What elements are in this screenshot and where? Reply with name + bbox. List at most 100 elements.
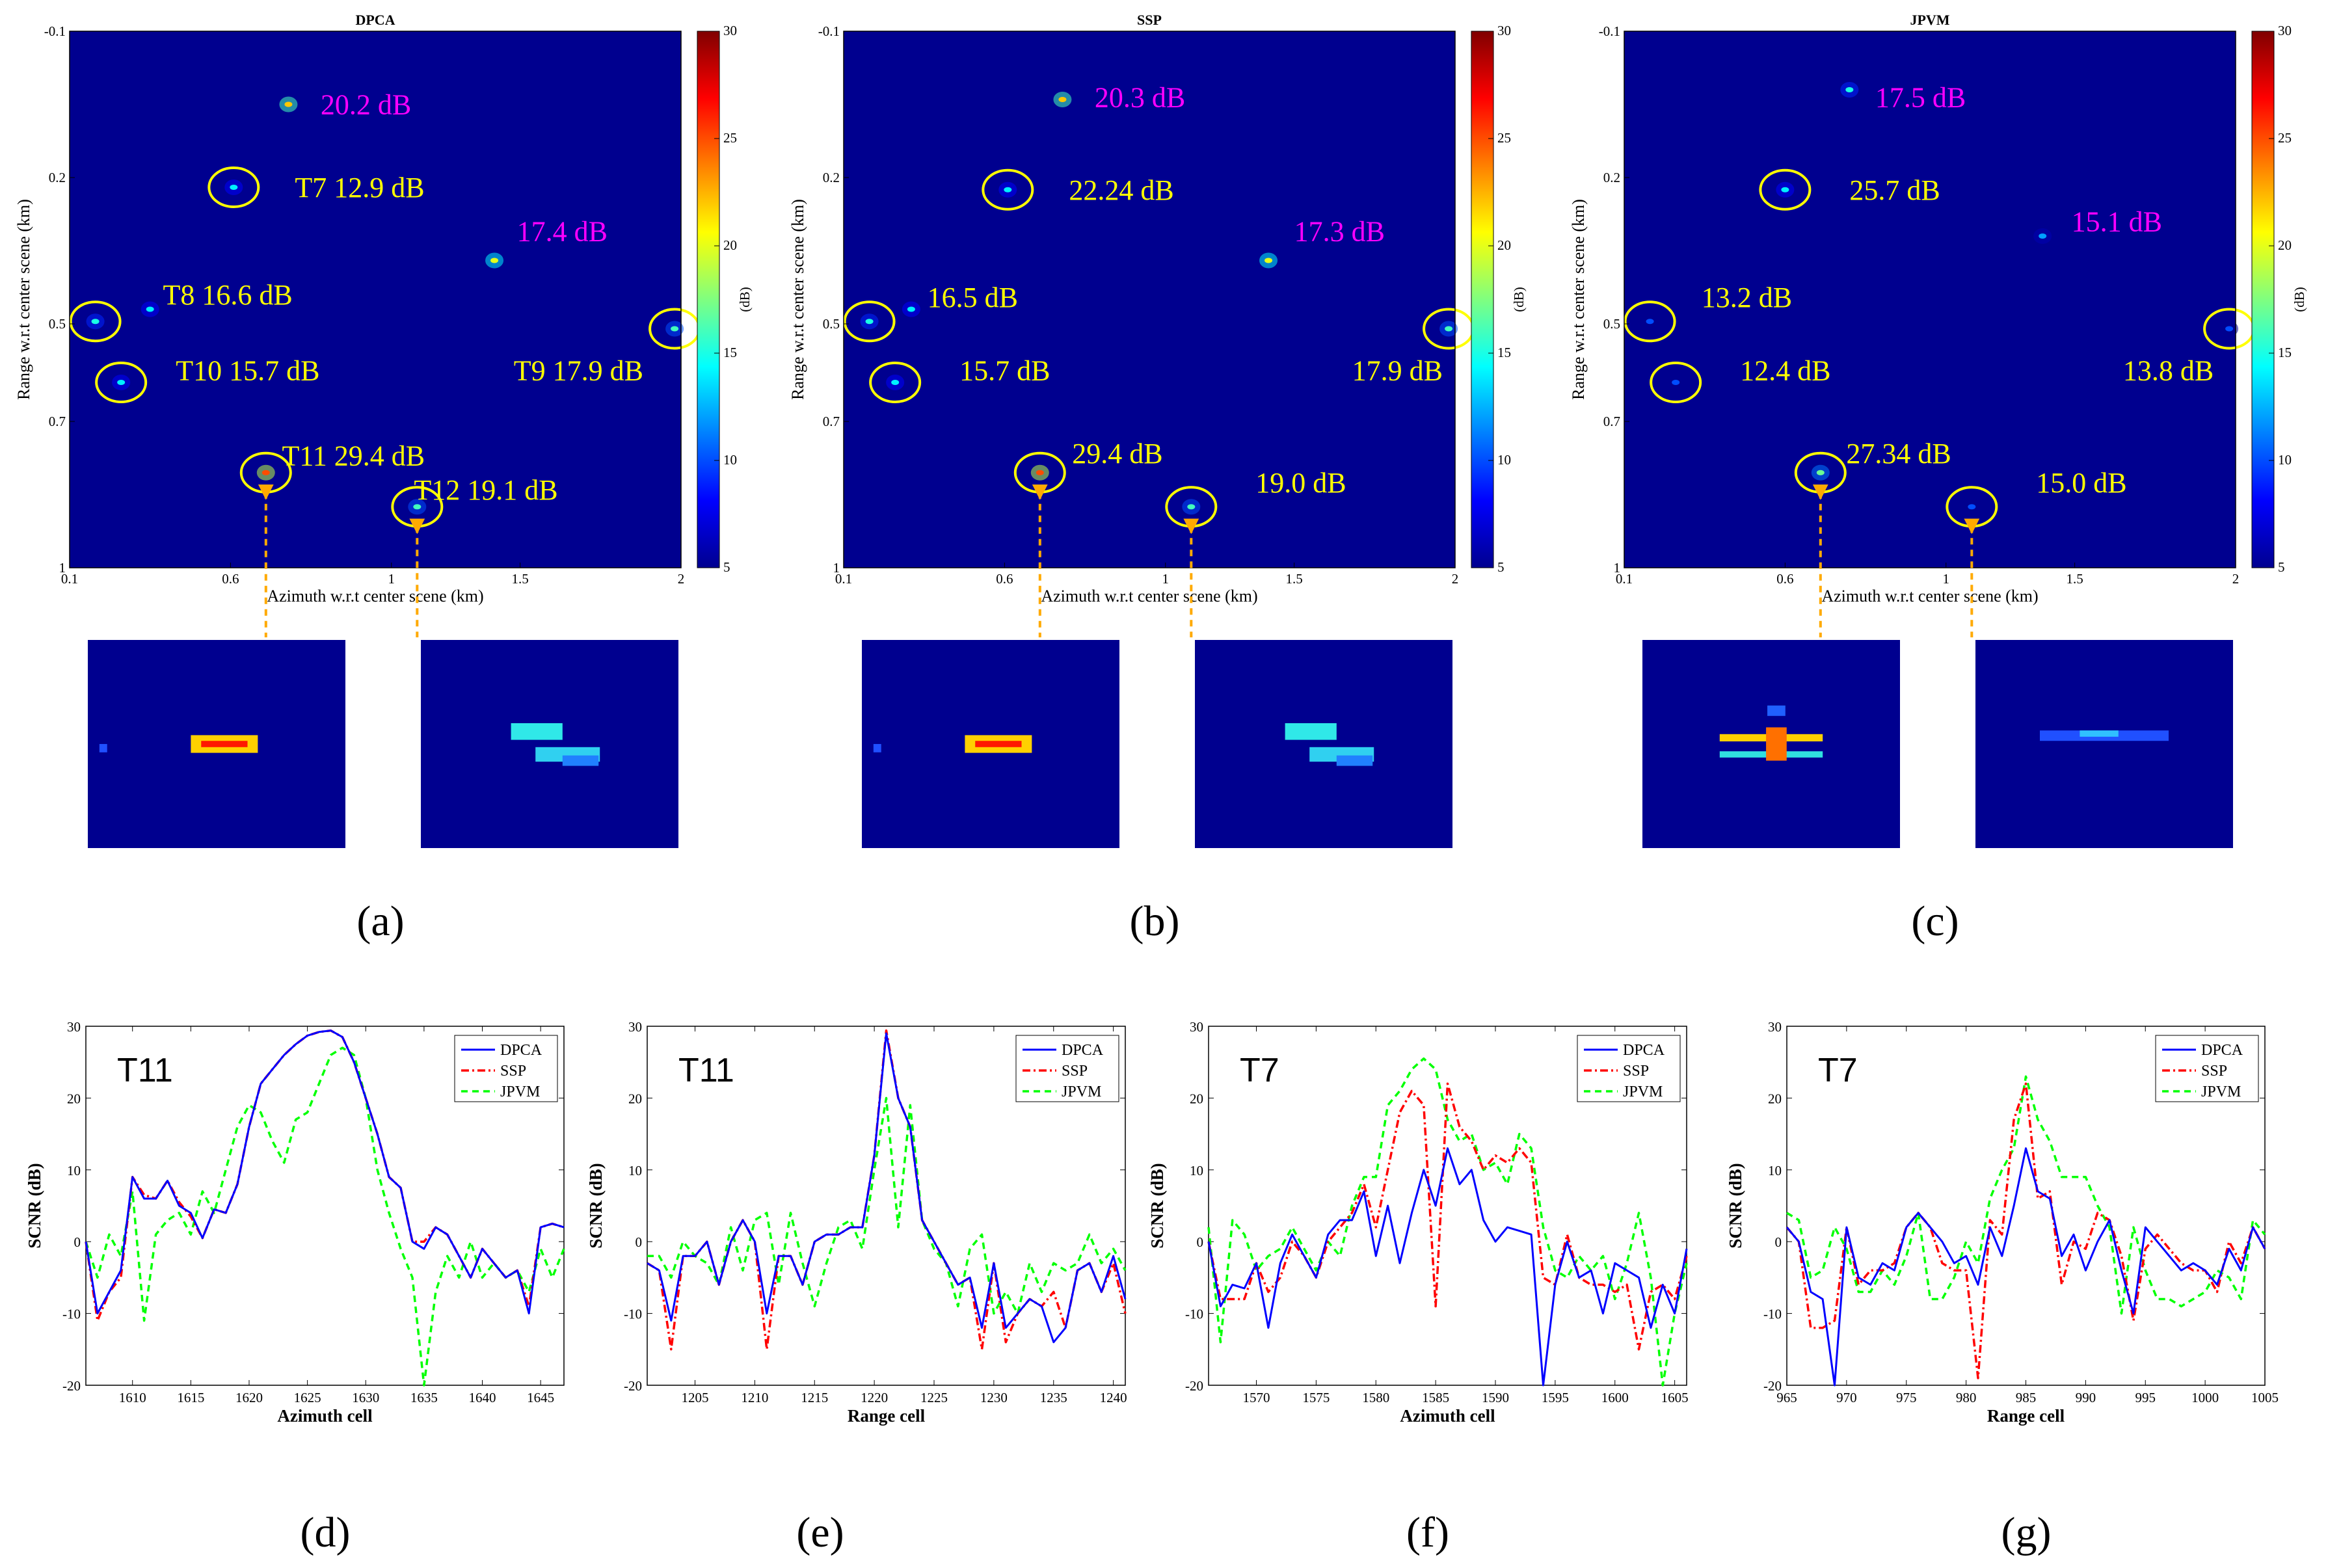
y-tick-label: 20: [67, 1091, 81, 1106]
y-tick-label: -0.1: [1599, 23, 1620, 39]
x-tick-label: 1575: [1302, 1390, 1330, 1405]
colorbar-tick-label: 10: [723, 452, 737, 468]
x-tick-label: 0.6: [1776, 571, 1793, 587]
series-line-jpvm: [1207, 1057, 1688, 1387]
legend: DPCA SSP JPVM: [1015, 1035, 1119, 1102]
colorbar-tick-label: 5: [2278, 559, 2285, 575]
y-tick-label: 20: [628, 1091, 642, 1106]
y-axis-label: SCNR (dB): [25, 1163, 44, 1248]
zoom-target-pixels: [2080, 730, 2119, 737]
y-tick-label: 0: [636, 1234, 643, 1250]
scnr-annotation: 19.0 dB: [1255, 467, 1346, 499]
colorbar-tick-label: 30: [1497, 23, 1511, 38]
x-axis-label: Azimuth cell: [1400, 1406, 1495, 1426]
sar-target-return: [413, 504, 421, 510]
target-marker-circle: [1759, 168, 1812, 211]
colorbar-tick-label: 20: [723, 237, 737, 253]
y-tick-label: 0: [74, 1234, 81, 1250]
colorbar-tick-label: 25: [723, 130, 737, 146]
colorbar-tick-label: 5: [1497, 559, 1505, 575]
x-tick-label: 1225: [920, 1390, 948, 1405]
zoom-target-pixels: [1336, 755, 1373, 766]
y-axis-label: Range w.r.t center scene (km): [1569, 199, 1588, 400]
sar-target-return: [1058, 97, 1067, 102]
target-label: T7: [1240, 1052, 1279, 1089]
sar-target-return: [1672, 380, 1680, 385]
x-tick-label: 1205: [682, 1390, 709, 1405]
scnr-annotation: 17.4 dB: [517, 216, 608, 248]
zoom-inset: [1642, 640, 1900, 848]
y-tick-label: 10: [1190, 1163, 1203, 1178]
x-tick-label: 0.6: [996, 571, 1013, 587]
scnr-annotation: 15.7 dB: [959, 354, 1050, 386]
zoom-inset: [421, 640, 678, 848]
x-tick-label: 1: [388, 571, 395, 587]
x-tick-label: 1610: [119, 1390, 146, 1405]
x-tick-label: 1590: [1482, 1390, 1509, 1405]
y-tick-label: 0.5: [823, 316, 840, 332]
sar-panel-ssp: SSP 20.3 dB 22.24 dB 17.3 dB 16.5 dB 15.7 dB 1…: [788, 12, 1527, 945]
target-label: T11: [678, 1052, 734, 1089]
zoom-inset: [862, 640, 1119, 848]
sar-target-return: [230, 185, 238, 190]
legend-label: SSP: [2201, 1063, 2227, 1080]
y-tick-label: 30: [67, 1019, 81, 1035]
legend-label: SSP: [500, 1063, 526, 1080]
scnr-annotation: 17.9 dB: [1352, 354, 1443, 386]
colorbar: 5 10 15 20 25 30 (dB): [697, 23, 753, 575]
colorbar: 5 10 15 20 25 30 (dB): [2251, 23, 2307, 575]
x-tick-label: 2: [2232, 571, 2240, 587]
y-tick-label: -0.1: [44, 23, 66, 39]
y-tick-label: 10: [67, 1163, 81, 1178]
y-tick-label: 1: [1614, 560, 1621, 576]
zoom-inset: [1975, 640, 2233, 848]
series-line-ssp: [1786, 1082, 2266, 1379]
legend: DPCA SSP JPVM: [454, 1035, 558, 1102]
legend-label: DPCA: [1623, 1042, 1665, 1059]
series-line-dpca: [647, 1032, 1127, 1344]
series-line-dpca: [85, 1030, 565, 1315]
scnr-annotation: 15.1 dB: [2072, 206, 2162, 238]
colorbar-tick-label: 30: [723, 23, 737, 38]
y-tick-label: 0: [1775, 1234, 1782, 1250]
target-marker-circle: [1650, 362, 1702, 403]
sar-target-return: [1445, 326, 1453, 332]
x-tick-label: 0.1: [61, 571, 78, 587]
y-tick-label: 30: [1190, 1019, 1203, 1035]
scnr-annotation: 17.3 dB: [1294, 216, 1385, 248]
line-chart-d: 1610 1615 1620 1625 1630 1635 1640 1645 -20 -10 0 1…: [25, 1019, 565, 1556]
legend: DPCA SSP JPVM: [2155, 1035, 2259, 1102]
scnr-annotation: 13.8 dB: [2123, 354, 2214, 386]
zoom-background: [1195, 640, 1452, 848]
x-tick-label: 0.1: [835, 571, 852, 587]
sar-target-return: [1845, 87, 1854, 92]
sar-target-return: [1004, 187, 1012, 193]
zoom-background: [1975, 640, 2233, 848]
panel-tag: (f): [1406, 1509, 1449, 1556]
x-tick-label: 1210: [741, 1390, 768, 1405]
x-tick-label: 975: [1896, 1390, 1917, 1405]
sar-target-return: [490, 258, 499, 263]
y-tick-label: 0.2: [823, 170, 840, 185]
zoom-target-pixels: [1767, 705, 1786, 716]
y-tick-label: -10: [62, 1307, 81, 1322]
line-chart-f: 1570 1575 1580 1585 1590 1595 1600 1605 -20 -10 0 1…: [1147, 1019, 1689, 1556]
x-tick-label: 1.5: [2067, 571, 2083, 587]
target-marker-circle: [95, 362, 148, 403]
x-tick-label: 1645: [527, 1390, 554, 1405]
zoom-target-pixels: [873, 744, 881, 752]
zoom-target-pixels: [201, 741, 248, 747]
sar-panel-dpca: DPCA 20.2 dB T7 12.9 dB 17.4 dB T8 16.6 dB T1…: [14, 12, 753, 945]
sar-target-return: [1816, 470, 1825, 475]
colorbar-gradient: [2251, 31, 2275, 568]
sar-target-return: [146, 306, 154, 312]
series-line-ssp: [1207, 1082, 1688, 1351]
sar-target-return: [284, 101, 293, 107]
colorbar-unit: (dB): [1511, 287, 1527, 312]
legend-label: DPCA: [2201, 1042, 2243, 1059]
sar-title: JPVM: [1910, 12, 1949, 28]
scnr-annotation: 29.4 dB: [1072, 438, 1162, 470]
colorbar-tick-label: 10: [1497, 452, 1511, 468]
colorbar-unit: (dB): [2292, 287, 2307, 312]
